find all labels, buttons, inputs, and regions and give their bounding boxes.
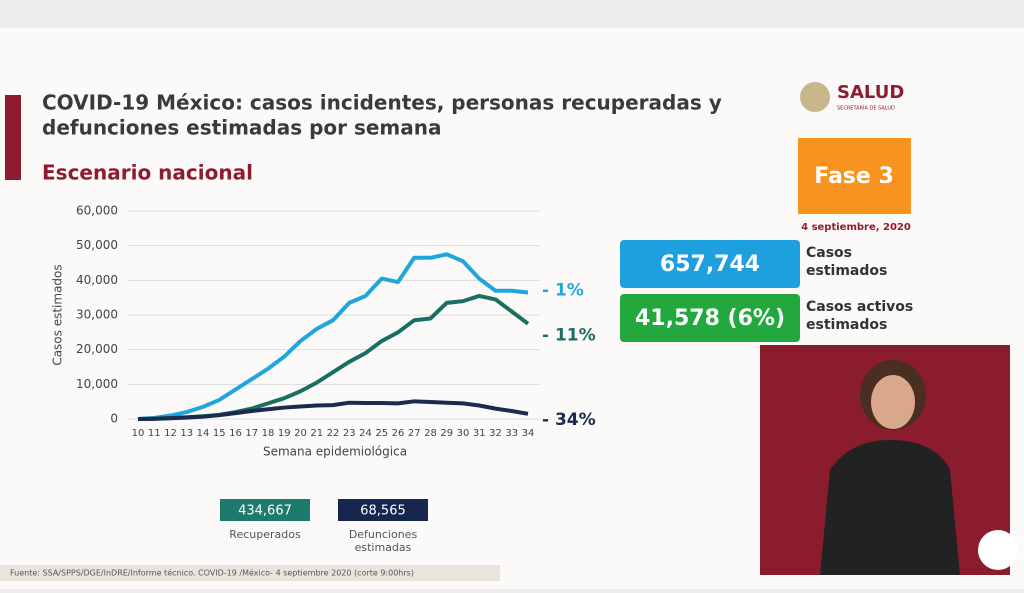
x-tick-label: 10 (132, 428, 145, 439)
stat-label: estimados (806, 263, 887, 279)
total-box (220, 499, 310, 521)
stat-label: Casos (806, 245, 852, 261)
x-tick-label: 24 (359, 428, 372, 439)
stat-box (620, 240, 800, 288)
signer-body (820, 440, 960, 575)
title: defunciones estimadas por semana (42, 116, 442, 140)
y-axis-label: Casos estimados (51, 264, 65, 365)
title: COVID-19 México: casos incidentes, perso… (42, 91, 722, 115)
x-tick-label: 20 (294, 428, 307, 439)
channel-logo (978, 530, 1018, 570)
y-tick-label: 50,000 (76, 238, 118, 252)
x-tick-label: 18 (262, 428, 275, 439)
total-label: estimadas (355, 541, 412, 554)
total-label: Defunciones (349, 528, 418, 541)
stat-label: estimados (806, 317, 887, 333)
logo-name: SALUD (837, 82, 904, 103)
x-tick-label: 27 (408, 428, 421, 439)
x-tick-label: 32 (489, 428, 502, 439)
x-tick-label: 13 (180, 428, 193, 439)
stat-label: Casos activos (806, 299, 913, 315)
signer-face (871, 375, 915, 429)
x-tick-label: 33 (505, 428, 518, 439)
x-tick-label: 14 (197, 428, 210, 439)
total-value: 68,565 (360, 504, 406, 519)
total-value: 434,667 (238, 504, 292, 519)
y-tick-label: 20,000 (76, 342, 118, 356)
total-box (338, 499, 428, 521)
phase-label: Fase 3 (814, 164, 894, 189)
series-end-label: - 11% (542, 326, 596, 346)
x-tick-label: 17 (245, 428, 258, 439)
x-tick-label: 28 (424, 428, 437, 439)
footer-bar (0, 565, 500, 581)
y-tick-label: 30,000 (76, 308, 118, 322)
y-tick-label: 40,000 (76, 273, 118, 287)
x-tick-label: 31 (473, 428, 486, 439)
logo-emblem (800, 82, 830, 112)
y-tick-label: 10,000 (76, 377, 118, 391)
x-tick-label: 25 (375, 428, 388, 439)
phase-date: 4 septiembre, 2020 (801, 222, 911, 233)
x-tick-label: 34 (522, 428, 535, 439)
x-tick-label: 26 (392, 428, 405, 439)
x-tick-label: 11 (148, 428, 161, 439)
logo-sub: SECRETARÍA DE SALUD (837, 105, 895, 112)
accent-bar (5, 95, 21, 180)
footer: Fuente: SSA/SPPS/DGE/InDRE/Informe técni… (10, 568, 414, 578)
x-tick-label: 30 (457, 428, 470, 439)
x-tick-label: 23 (343, 428, 356, 439)
x-tick-label: 15 (213, 428, 226, 439)
series-line (137, 399, 529, 421)
x-tick-label: 16 (229, 428, 242, 439)
x-tick-label: 12 (164, 428, 177, 439)
x-tick-label: 19 (278, 428, 291, 439)
stat-value: 657,744 (660, 252, 760, 277)
phase-box (798, 138, 911, 214)
series-end-label: - 1% (542, 280, 584, 300)
y-tick-label: 60,000 (76, 204, 118, 218)
x-tick-label: 21 (310, 428, 323, 439)
x-axis-label: Semana epidemiológica (263, 445, 407, 459)
subtitle: Escenario nacional (42, 161, 253, 185)
stat-box (620, 294, 800, 342)
y-tick-label: 0 (110, 412, 118, 426)
total-label: Recuperados (229, 528, 301, 541)
series-line (137, 252, 529, 421)
x-tick-label: 22 (327, 428, 340, 439)
stat-value: 41,578 (6%) (635, 306, 785, 331)
series-end-label: - 34% (542, 410, 596, 430)
x-tick-label: 29 (440, 428, 453, 439)
